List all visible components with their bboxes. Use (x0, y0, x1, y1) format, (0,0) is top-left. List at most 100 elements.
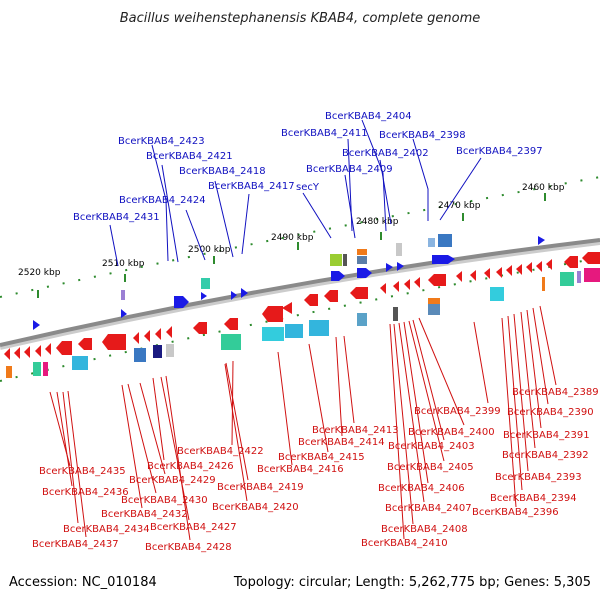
gene-arrow (121, 309, 127, 318)
gene-label: BcerKBAB4_2409 (306, 164, 393, 175)
leader-line (231, 360, 234, 446)
leader-line (127, 383, 157, 494)
feature-block (343, 254, 347, 266)
leader-line (379, 159, 392, 225)
gene-label: BcerKBAB4_2397 (456, 146, 543, 157)
top-gene-labels: BcerKBAB4_2404 BcerKBAB4_2411 BcerKBAB4_… (73, 111, 543, 223)
gene-label: BcerKBAB4_2407 (385, 503, 472, 514)
gene-arrow (262, 306, 283, 322)
gene-label: BcerKBAB4_2415 (278, 452, 365, 463)
leader-line (165, 375, 191, 541)
leader-line (473, 321, 489, 404)
gene-label: BcerKBAB4_2416 (257, 464, 344, 475)
leader-line (302, 192, 332, 239)
feature-block (560, 272, 574, 286)
feature-block (134, 348, 146, 362)
leader-line (389, 323, 405, 540)
gene-arrow (56, 341, 72, 355)
feature-block (490, 287, 504, 301)
gene-arrow (582, 252, 600, 264)
leader-line (151, 144, 169, 262)
gene-arrow (496, 267, 502, 278)
gene-arrow (35, 345, 41, 357)
leader-line (185, 209, 206, 261)
leader-line (152, 377, 165, 461)
gene-label: BcerKBAB4_2410 (361, 538, 448, 549)
gene-label: BcerKBAB4_2390 (507, 407, 594, 418)
gene-label: BcerKBAB4_2411 (281, 128, 368, 139)
feature-block (584, 268, 600, 282)
gene-arrow (484, 268, 490, 279)
leader-line (539, 305, 557, 386)
accession-text: Accession: NC_010184 (9, 575, 157, 590)
gene-arrow (133, 332, 139, 344)
feature-block (542, 277, 545, 291)
tick-label: 2480 kbp (356, 217, 399, 227)
gene-label: BcerKBAB4_2393 (495, 472, 582, 483)
gene-label: BcerKBAB4_2419 (217, 482, 304, 493)
gene-label: BcerKBAB4_2394 (490, 493, 577, 504)
gene-label: BcerKBAB4_2392 (502, 450, 589, 461)
gene-label: secY (296, 182, 320, 193)
topology-text: Topology: circular; Length: 5,262,775 bp… (233, 575, 591, 590)
gene-label: BcerKBAB4_2391 (503, 430, 590, 441)
gene-arrow (201, 292, 207, 300)
gene-label: BcerKBAB4_2420 (212, 502, 299, 513)
leader-line (361, 119, 387, 232)
genome-backbone (0, 238, 600, 347)
leader-line (526, 309, 542, 429)
gene-arrow (428, 274, 446, 286)
leader-line (225, 362, 249, 481)
gene-arrow (357, 268, 372, 278)
feature-block (428, 304, 440, 315)
inner-scale-track (0, 257, 600, 382)
gene-label: BcerKBAB4_2414 (298, 437, 385, 448)
gene-arrow (538, 236, 545, 245)
gene-label: BcerKBAB4_2432 (101, 509, 188, 520)
feature-block (221, 334, 241, 350)
feature-block (6, 366, 12, 378)
gene-arrow (526, 262, 532, 273)
gene-arrow (224, 318, 238, 330)
feature-block (153, 345, 162, 358)
gene-label: BcerKBAB4_2413 (312, 425, 399, 436)
feature-block (33, 362, 41, 376)
gene-label: BcerKBAB4_2427 (150, 522, 237, 533)
inner-feature-blocks (6, 268, 600, 378)
gene-label: BcerKBAB4_2437 (32, 539, 119, 550)
gene-arrow (282, 302, 292, 314)
leader-line (393, 323, 414, 525)
outer-feature-blocks (121, 234, 452, 300)
gene-arrow (155, 328, 161, 340)
gene-label: BcerKBAB4_2396 (472, 507, 559, 518)
feature-block (396, 243, 402, 256)
gene-arrow (231, 291, 237, 300)
leader-line (139, 382, 166, 475)
gene-arrow (324, 290, 338, 302)
gene-arrow (304, 294, 318, 306)
gene-label: BcerKBAB4_2428 (145, 542, 232, 553)
forward-genes (33, 236, 545, 330)
feature-block (438, 234, 452, 247)
leader-line (160, 376, 190, 521)
reverse-genes (4, 252, 600, 360)
gene-label: BcerKBAB4_2423 (118, 136, 205, 147)
leader-line (513, 313, 529, 472)
feature-block (428, 238, 435, 247)
gene-arrow (24, 346, 30, 358)
leader-line (507, 315, 523, 491)
gene-label: BcerKBAB4_2436 (42, 487, 129, 498)
leader-line (56, 391, 73, 487)
gene-arrow (78, 338, 92, 350)
leader-line (418, 317, 465, 426)
feature-block (393, 307, 398, 321)
leader-line (161, 164, 179, 263)
gene-label: BcerKBAB4_2405 (387, 462, 474, 473)
gene-arrow (516, 264, 522, 275)
gene-label: BcerKBAB4_2426 (147, 461, 234, 472)
feature-block (309, 320, 329, 336)
gene-label: BcerKBAB4_2417 (208, 181, 295, 192)
gene-arrow (397, 262, 404, 271)
gene-label: BcerKBAB4_2435 (39, 466, 126, 477)
